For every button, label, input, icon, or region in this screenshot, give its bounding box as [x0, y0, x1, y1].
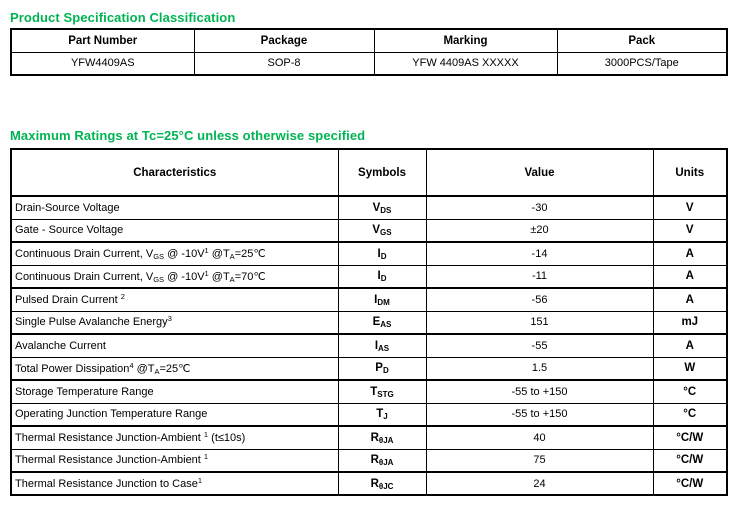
unit-cell: A	[652, 241, 728, 266]
value-cell: 1.5	[425, 356, 654, 381]
value-cell: -56	[425, 287, 654, 312]
product-table-body: YFW4409AS SOP-8 YFW 4409AS XXXXX 3000PCS/Ta…	[10, 51, 728, 76]
characteristic-cell: Thermal Resistance Junction-Ambient 1 (t…	[10, 425, 339, 450]
characteristic-cell: Continuous Drain Current, VGS @ -10V1 @T…	[10, 264, 339, 289]
table-row: Total Power Dissipation4 @TA=25℃ PD 1.5 W	[10, 356, 728, 381]
column-header: Units	[652, 148, 728, 197]
unit-cell: °C	[652, 379, 728, 404]
symbol-cell: RθJA	[337, 448, 427, 473]
maximum-ratings-table: Characteristics Symbols Value Units Drain-S…	[10, 148, 728, 496]
characteristic-cell: Drain-Source Voltage	[10, 195, 339, 220]
table-row: Continuous Drain Current, VGS @ -10V1 @T…	[10, 264, 728, 289]
symbol-cell: RθJA	[337, 425, 427, 450]
table-row: Single Pulse Avalanche Energy3 EAS 151 mJ	[10, 310, 728, 335]
ratings-table-body: Drain-Source Voltage VDS -30 V Gate - Source…	[10, 195, 728, 496]
column-header: Package	[193, 28, 375, 53]
value-cell: 151	[425, 310, 654, 335]
symbol-cell: IAS	[337, 333, 427, 358]
section-title-product-classification: Product Specification Classification	[10, 10, 236, 25]
characteristic-cell: Storage Temperature Range	[10, 379, 339, 404]
value-cell: 75	[425, 448, 654, 473]
characteristic-cell: Single Pulse Avalanche Energy3	[10, 310, 339, 335]
product-table-header-row: Part Number Package Marking Pack	[10, 28, 728, 53]
characteristic-cell: Thermal Resistance Junction to Case1	[10, 471, 339, 496]
characteristic-cell: Total Power Dissipation4 @TA=25℃	[10, 356, 339, 381]
section-maximum-ratings: Maximum Ratings at Tc=25°C unless otherw…	[10, 128, 728, 496]
value-cell: -55 to +150	[425, 379, 654, 404]
symbol-cell: ID	[337, 264, 427, 289]
unit-cell: V	[652, 218, 728, 243]
table-row: Continuous Drain Current, VGS @ -10V1 @T…	[10, 241, 728, 266]
unit-cell: A	[652, 287, 728, 312]
column-header: Marking	[373, 28, 558, 53]
characteristic-cell: Pulsed Drain Current 2	[10, 287, 339, 312]
symbol-cell: RθJC	[337, 471, 427, 496]
symbol-cell: VDS	[337, 195, 427, 220]
unit-cell: mJ	[652, 310, 728, 335]
table-row: Pulsed Drain Current 2 IDM -56 A	[10, 287, 728, 312]
unit-cell: A	[652, 264, 728, 289]
value-cell: -30	[425, 195, 654, 220]
column-header: Pack	[556, 28, 728, 53]
table-cell: SOP-8	[193, 51, 375, 76]
unit-cell: V	[652, 195, 728, 220]
characteristic-cell: Gate - Source Voltage	[10, 218, 339, 243]
symbol-cell: ID	[337, 241, 427, 266]
value-cell: 40	[425, 425, 654, 450]
symbol-cell: IDM	[337, 287, 427, 312]
unit-cell: °C	[652, 402, 728, 427]
unit-cell: °C/W	[652, 448, 728, 473]
value-cell: ±20	[425, 218, 654, 243]
characteristic-cell: Thermal Resistance Junction-Ambient 1	[10, 448, 339, 473]
value-cell: -14	[425, 241, 654, 266]
symbol-cell: TSTG	[337, 379, 427, 404]
table-cell: 3000PCS/Tape	[556, 51, 728, 76]
symbol-cell: PD	[337, 356, 427, 381]
symbol-cell: VGS	[337, 218, 427, 243]
value-cell: 24	[425, 471, 654, 496]
characteristic-cell: Avalanche Current	[10, 333, 339, 358]
value-cell: -55	[425, 333, 654, 358]
table-row: Gate - Source Voltage VGS ±20 V	[10, 218, 728, 243]
product-classification-table: Part Number Package Marking Pack YFW4409AS S…	[10, 28, 728, 76]
section-title-maximum-ratings: Maximum Ratings at Tc=25°C unless otherw…	[10, 128, 366, 143]
table-row: Avalanche Current IAS -55 A	[10, 333, 728, 358]
ratings-table-header-row: Characteristics Symbols Value Units	[10, 148, 728, 197]
unit-cell: W	[652, 356, 728, 381]
table-row: YFW4409AS SOP-8 YFW 4409AS XXXXX 3000PCS/Ta…	[10, 51, 728, 76]
column-header: Part Number	[10, 28, 195, 53]
table-row: Storage Temperature Range TSTG -55 to +150…	[10, 379, 728, 404]
table-row: Thermal Resistance Junction-Ambient 1 RθJ…	[10, 448, 728, 473]
symbol-cell: TJ	[337, 402, 427, 427]
table-row: Operating Junction Temperature Range TJ -5…	[10, 402, 728, 427]
symbol-cell: EAS	[337, 310, 427, 335]
unit-cell: A	[652, 333, 728, 358]
table-row: Thermal Resistance Junction-Ambient 1 (t…	[10, 425, 728, 450]
section-product-classification: Product Specification Classification Par…	[10, 10, 728, 76]
value-cell: -55 to +150	[425, 402, 654, 427]
value-cell: -11	[425, 264, 654, 289]
table-row: Thermal Resistance Junction to Case1 RθJC…	[10, 471, 728, 496]
table-cell: YFW4409AS	[10, 51, 195, 76]
characteristic-cell: Operating Junction Temperature Range	[10, 402, 339, 427]
unit-cell: °C/W	[652, 471, 728, 496]
column-header: Symbols	[337, 148, 427, 197]
table-row: Drain-Source Voltage VDS -30 V	[10, 195, 728, 220]
column-header: Characteristics	[10, 148, 339, 197]
column-header: Value	[425, 148, 654, 197]
unit-cell: °C/W	[652, 425, 728, 450]
table-cell: YFW 4409AS XXXXX	[373, 51, 558, 76]
characteristic-cell: Continuous Drain Current, VGS @ -10V1 @T…	[10, 241, 339, 266]
